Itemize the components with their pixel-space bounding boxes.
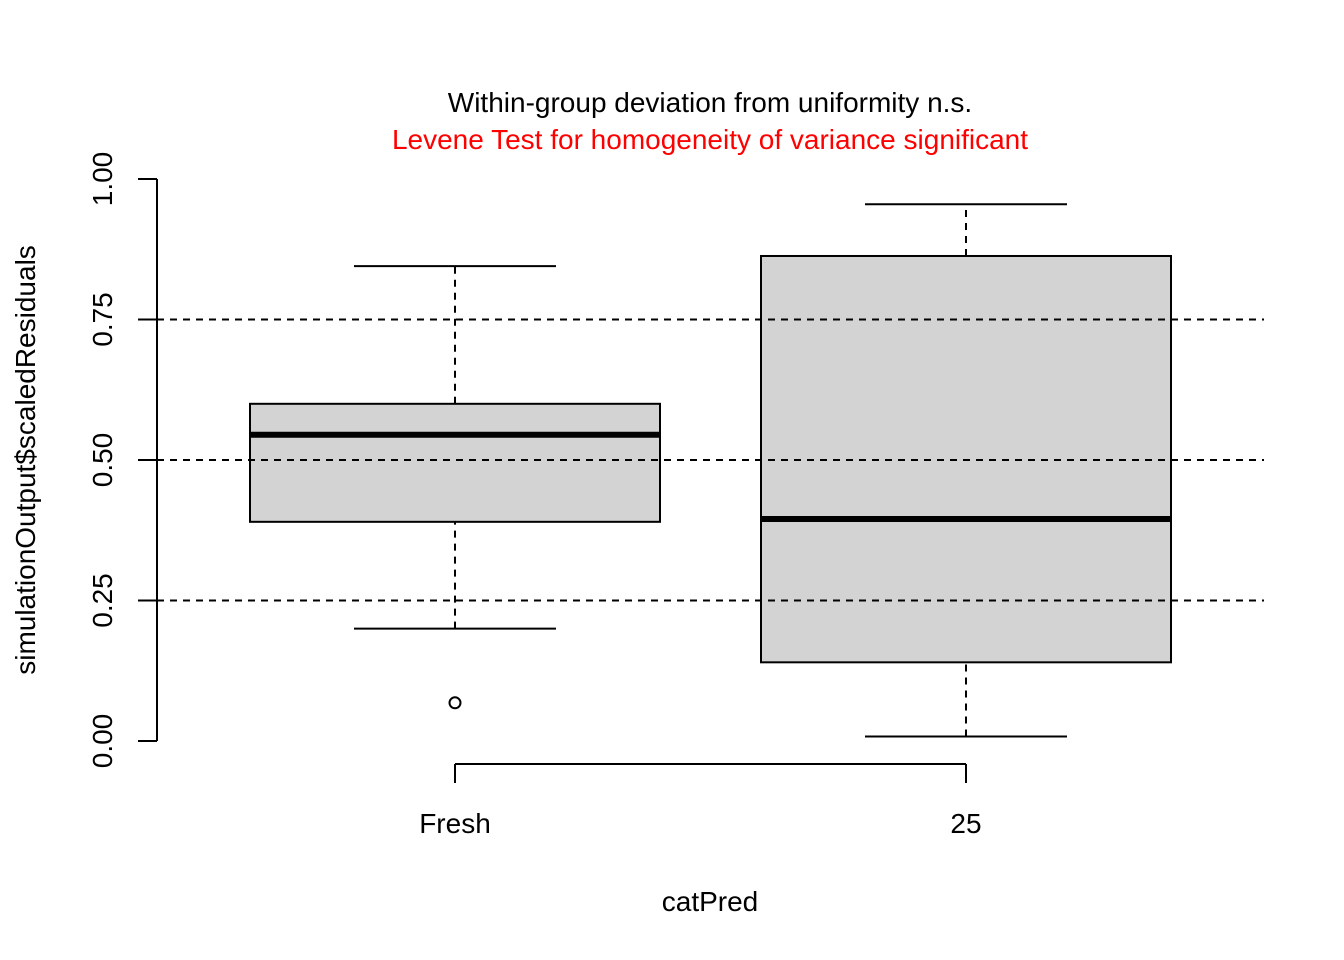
chart-title: Within-group deviation from uniformity n… (448, 87, 972, 118)
y-axis-title: simulationOutput$scaledResiduals (10, 245, 41, 675)
y-tick-label: 0.00 (87, 714, 118, 769)
x-tick-label: Fresh (419, 808, 491, 839)
y-tick-label: 1.00 (87, 152, 118, 207)
plot-area: 0.00 0.25 0.50 0.75 1.00 Fresh 25 (87, 152, 1264, 839)
box-body (249, 402, 661, 523)
chart-subtitle: Levene Test for homogeneity of variance … (392, 124, 1028, 155)
outlier-point (448, 696, 462, 710)
y-tick-label: 0.25 (87, 573, 118, 628)
x-axis-title: catPred (662, 886, 759, 917)
y-tick-label: 0.75 (87, 292, 118, 347)
y-tick-label: 0.50 (87, 433, 118, 488)
x-tick-label: 25 (950, 808, 981, 839)
